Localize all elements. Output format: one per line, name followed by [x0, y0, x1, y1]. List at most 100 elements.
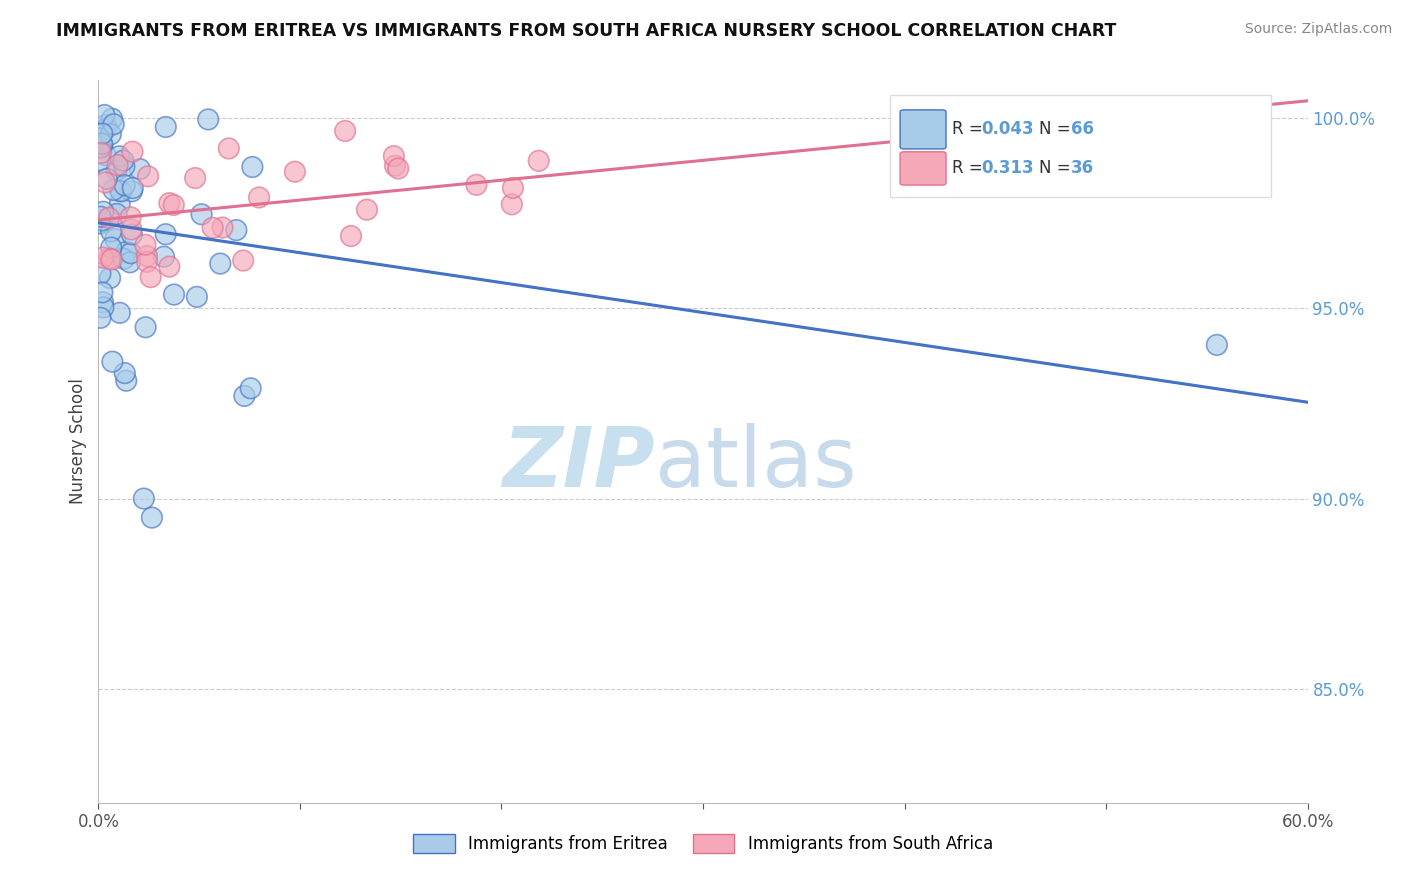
Point — [90, 146, 112, 161]
Point — [114, 178, 136, 193]
Point — [89, 210, 111, 224]
Point — [132, 491, 155, 506]
Point — [209, 257, 232, 271]
Point — [91, 136, 114, 151]
Text: 0.043: 0.043 — [981, 120, 1033, 138]
Point — [110, 184, 132, 198]
Point — [108, 197, 131, 211]
Point — [247, 190, 270, 204]
Text: R =: R = — [952, 120, 988, 138]
Point — [100, 128, 122, 142]
Point — [163, 287, 186, 301]
Point — [89, 141, 111, 155]
Point — [98, 252, 121, 266]
Point — [284, 165, 307, 179]
Point — [103, 183, 125, 197]
Point — [340, 229, 363, 244]
Point — [100, 224, 122, 238]
Point — [242, 160, 264, 174]
Point — [94, 118, 117, 132]
Point — [105, 207, 128, 221]
Point — [218, 141, 240, 155]
Point — [233, 389, 256, 403]
Point — [501, 197, 523, 211]
Point — [502, 181, 524, 195]
Point — [1180, 119, 1202, 133]
Point — [201, 220, 224, 235]
Point — [384, 159, 406, 173]
Point — [91, 127, 114, 141]
Point — [120, 222, 142, 236]
Point — [91, 285, 114, 300]
Text: 66: 66 — [1070, 120, 1094, 138]
FancyBboxPatch shape — [900, 152, 946, 185]
Point — [232, 253, 254, 268]
Point — [93, 108, 115, 122]
Point — [94, 148, 117, 162]
Text: ZIP: ZIP — [502, 423, 655, 504]
Point — [120, 246, 142, 260]
Point — [186, 290, 208, 304]
Point — [135, 249, 157, 263]
Point — [120, 211, 142, 225]
Point — [118, 255, 141, 269]
Point — [134, 237, 156, 252]
Point — [387, 161, 409, 176]
Point — [121, 181, 143, 195]
Point — [100, 252, 122, 267]
Point — [108, 149, 131, 163]
Point — [90, 216, 112, 230]
Point — [105, 163, 128, 178]
Point — [91, 295, 114, 310]
Text: 0.313: 0.313 — [981, 160, 1033, 178]
Point — [91, 204, 114, 219]
Point — [527, 153, 550, 168]
Point — [96, 121, 118, 136]
Point — [153, 250, 176, 264]
Text: Source: ZipAtlas.com: Source: ZipAtlas.com — [1244, 22, 1392, 37]
Point — [155, 120, 177, 134]
Point — [98, 271, 121, 285]
FancyBboxPatch shape — [890, 95, 1271, 197]
Point — [197, 112, 219, 127]
Point — [157, 196, 180, 211]
Point — [121, 227, 143, 242]
Point — [356, 202, 378, 217]
Text: N =: N = — [1039, 120, 1076, 138]
Point — [1206, 338, 1229, 352]
Point — [91, 138, 114, 153]
Point — [121, 145, 143, 159]
Point — [163, 198, 186, 212]
Text: N =: N = — [1039, 160, 1076, 178]
Point — [107, 158, 129, 172]
Point — [136, 255, 159, 269]
Point — [112, 153, 135, 168]
Point — [94, 176, 117, 190]
Y-axis label: Nursery School: Nursery School — [69, 378, 87, 505]
Point — [104, 232, 127, 246]
Text: IMMIGRANTS FROM ERITREA VS IMMIGRANTS FROM SOUTH AFRICA NURSERY SCHOOL CORRELATI: IMMIGRANTS FROM ERITREA VS IMMIGRANTS FR… — [56, 22, 1116, 40]
Point — [239, 381, 262, 395]
Point — [91, 213, 114, 227]
Point — [190, 207, 212, 221]
Point — [114, 366, 136, 380]
Point — [91, 251, 114, 265]
Point — [333, 124, 356, 138]
Point — [225, 223, 247, 237]
Point — [101, 354, 124, 368]
Point — [89, 267, 111, 281]
Point — [89, 310, 111, 325]
Point — [112, 160, 135, 174]
Text: R =: R = — [952, 160, 993, 178]
Point — [382, 149, 405, 163]
Point — [98, 211, 121, 225]
Point — [93, 301, 115, 315]
Point — [155, 227, 177, 242]
Point — [108, 184, 131, 198]
Point — [135, 320, 157, 334]
Point — [89, 131, 111, 145]
Point — [121, 184, 143, 198]
Point — [157, 260, 180, 274]
Point — [103, 117, 125, 131]
FancyBboxPatch shape — [900, 110, 946, 149]
